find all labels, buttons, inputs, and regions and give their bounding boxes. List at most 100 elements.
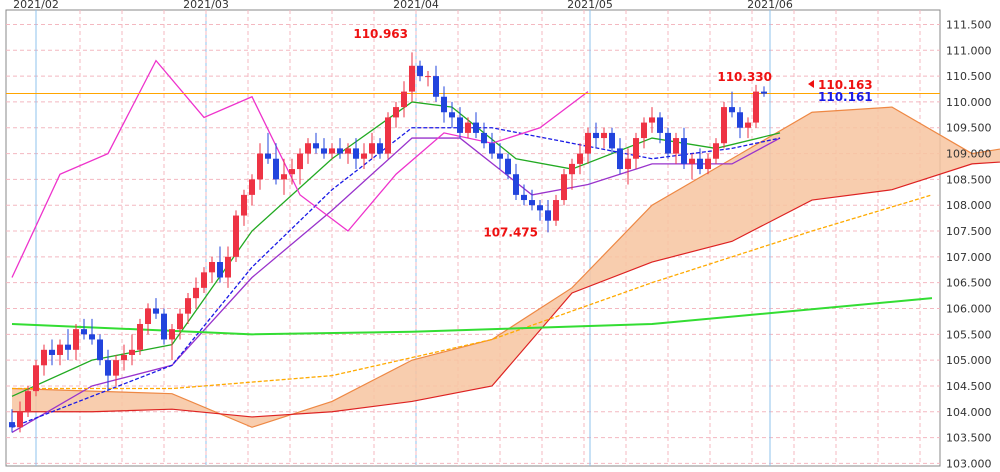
candle-body	[89, 334, 95, 340]
candle-body	[41, 349, 47, 366]
cloud-segment	[572, 205, 652, 293]
candle-body	[169, 329, 175, 340]
candle-body	[385, 117, 391, 154]
candle-body	[425, 76, 431, 78]
candle-body	[729, 107, 735, 113]
low-annotation: 107.475	[483, 225, 538, 239]
indicator-line	[11, 137, 781, 433]
candle-body	[409, 65, 415, 92]
candle-body	[545, 210, 551, 221]
y-tick-label: 111.500	[946, 18, 992, 31]
candle-body	[705, 158, 711, 170]
candle-body	[225, 256, 231, 278]
candle-body	[281, 174, 287, 180]
leading-span-b	[12, 161, 1000, 418]
y-tick-label: 106.500	[946, 277, 992, 290]
candle-body	[57, 344, 63, 355]
indicator-line	[11, 101, 781, 397]
candle-body	[473, 122, 479, 133]
candle-body	[577, 153, 583, 164]
candle-body	[497, 153, 503, 159]
candle-body	[625, 158, 631, 170]
cloud-segment	[732, 112, 812, 242]
candle-body	[721, 107, 727, 144]
candle-body	[129, 349, 135, 355]
y-tick-label: 111.000	[946, 44, 992, 57]
candle-body	[489, 143, 495, 154]
candle-body	[521, 194, 527, 201]
cloud-segment	[332, 360, 412, 412]
candle-body	[353, 148, 359, 159]
price-marker-arrow	[808, 80, 814, 88]
indicator-line	[11, 127, 781, 428]
y-tick-label: 108.500	[946, 173, 992, 186]
candle-body	[241, 194, 247, 216]
candle-body	[649, 117, 655, 123]
cloud-segment	[92, 391, 172, 412]
candle-body	[657, 117, 663, 133]
y-tick-label: 103.500	[946, 432, 992, 445]
candle-body	[665, 132, 671, 154]
y-tick-label: 110.000	[946, 96, 992, 109]
x-tick-label: 2021/02	[13, 0, 59, 11]
candle-body	[73, 329, 79, 350]
y-tick-label: 104.000	[946, 406, 992, 419]
y-tick-label: 109.500	[946, 122, 992, 135]
candle-body	[697, 158, 703, 170]
candle-body	[593, 132, 599, 139]
y-axis-ticks: 103.000 103.500 104.000 104.500 105.000 105.5…	[946, 18, 992, 470]
candle-body	[145, 308, 151, 324]
candle-body	[185, 298, 191, 314]
candlesticks	[9, 52, 767, 433]
candle-body	[457, 117, 463, 133]
x-tick-label: 2021/04	[393, 0, 439, 11]
candle-body	[737, 112, 743, 128]
cloud-segment	[12, 388, 92, 412]
y-tick-label: 108.000	[946, 199, 992, 212]
candle-body	[17, 411, 23, 428]
cloud-segment	[812, 107, 892, 201]
y-tick-label: 105.500	[946, 328, 992, 341]
candle-body	[345, 148, 351, 154]
candle-body	[617, 148, 623, 170]
candle-body	[313, 143, 319, 149]
candle-body	[369, 143, 375, 154]
candle-body	[233, 215, 239, 257]
y-tick-label: 109.000	[946, 148, 992, 161]
candle-body	[569, 163, 575, 175]
recent-high-annotation: 110.330	[717, 70, 772, 84]
candle-body	[377, 143, 383, 154]
x-tick-label: 2021/05	[567, 0, 613, 11]
candle-body	[393, 107, 399, 118]
y-tick-label: 106.000	[946, 302, 992, 315]
candle-body	[249, 179, 255, 195]
cloud-segment	[892, 107, 972, 190]
cloud-segment	[492, 287, 572, 386]
leading-span-a	[11, 106, 1000, 428]
candle-body	[273, 158, 279, 180]
candle-body	[561, 174, 567, 201]
candle-body	[417, 65, 423, 77]
indicator-line	[12, 194, 933, 390]
candle-body	[337, 148, 343, 154]
ichimoku-cloud	[11, 106, 1000, 428]
x-axis-ticks: 2021/02 2021/03 2021/04 2021/05 2021/06	[13, 0, 793, 11]
candle-body	[361, 153, 367, 159]
candle-body	[217, 262, 223, 278]
candle-body	[401, 91, 407, 108]
candle-body	[265, 153, 271, 159]
candle-body	[321, 148, 327, 154]
candle-body	[289, 169, 295, 175]
candle-body	[689, 158, 695, 164]
candle-body	[137, 323, 143, 350]
candle-body	[113, 360, 119, 376]
candle-body	[713, 143, 719, 159]
candle-body	[681, 138, 687, 164]
indicator-lines	[6, 59, 940, 433]
candle-body	[305, 143, 311, 154]
candle-body	[297, 153, 303, 170]
cloud-segment	[652, 158, 732, 263]
candle-body	[449, 112, 455, 118]
y-tick-label: 107.500	[946, 225, 992, 238]
candle-body	[585, 132, 591, 154]
